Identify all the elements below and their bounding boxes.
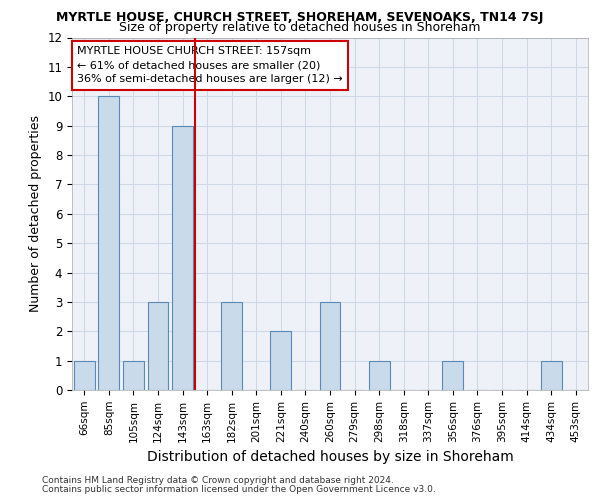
Y-axis label: Number of detached properties: Number of detached properties: [29, 116, 42, 312]
Bar: [320, 302, 340, 390]
Bar: [368, 360, 389, 390]
Text: Contains public sector information licensed under the Open Government Licence v3: Contains public sector information licen…: [42, 485, 436, 494]
Text: MYRTLE HOUSE CHURCH STREET: 157sqm
← 61% of detached houses are smaller (20)
36%: MYRTLE HOUSE CHURCH STREET: 157sqm ← 61%…: [77, 46, 343, 84]
Text: MYRTLE HOUSE, CHURCH STREET, SHOREHAM, SEVENOAKS, TN14 7SJ: MYRTLE HOUSE, CHURCH STREET, SHOREHAM, S…: [56, 11, 544, 24]
Bar: [123, 360, 144, 390]
Text: Size of property relative to detached houses in Shoreham: Size of property relative to detached ho…: [119, 21, 481, 34]
Bar: [148, 302, 169, 390]
Bar: [271, 331, 292, 390]
X-axis label: Distribution of detached houses by size in Shoreham: Distribution of detached houses by size …: [146, 450, 514, 464]
Text: Contains HM Land Registry data © Crown copyright and database right 2024.: Contains HM Land Registry data © Crown c…: [42, 476, 394, 485]
Bar: [442, 360, 463, 390]
Bar: [541, 360, 562, 390]
Bar: [74, 360, 95, 390]
Bar: [98, 96, 119, 390]
Bar: [172, 126, 193, 390]
Bar: [221, 302, 242, 390]
